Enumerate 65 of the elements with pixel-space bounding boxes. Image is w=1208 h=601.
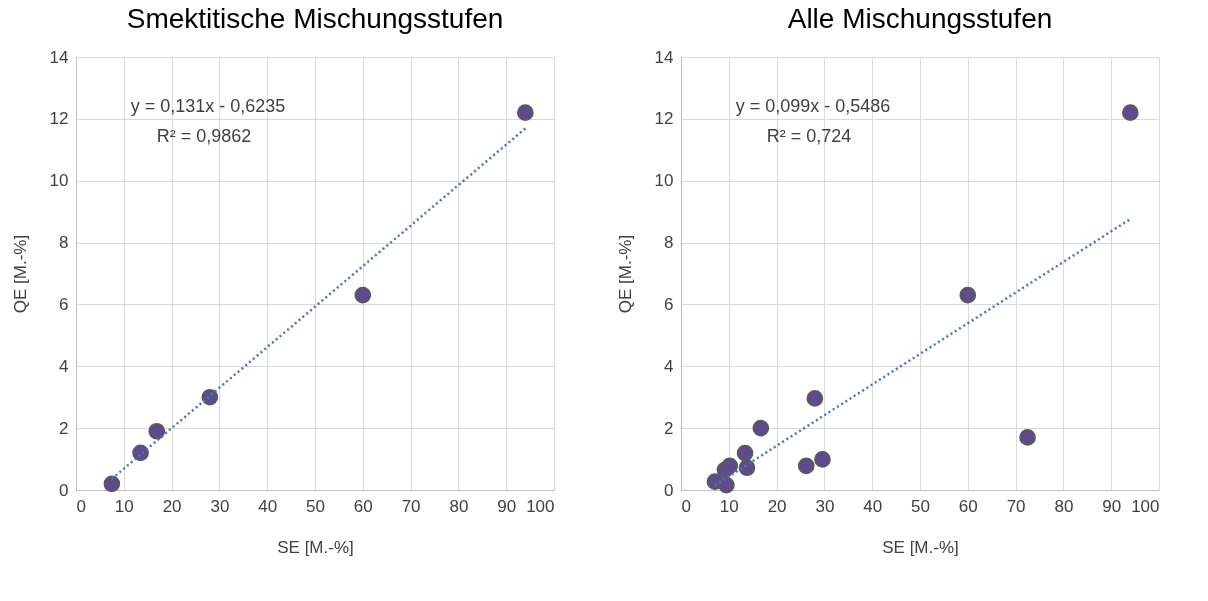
x-tick-label: 10 [719,496,739,516]
y-tick-label: 6 [59,294,69,314]
y-tick-label: 2 [59,418,69,438]
point [814,451,831,468]
x-axis-title: SE [M.-%] [277,537,354,557]
x-tick-label: 0 [681,496,691,516]
point [1121,104,1139,121]
y-tick-label: 12 [654,109,674,129]
point [736,444,754,462]
y-axis-title: QE [M.-%] [615,234,635,314]
point [721,457,739,475]
y-tick-label: 4 [59,356,69,376]
point [201,388,219,406]
x-tick-label: 40 [863,496,883,516]
x-tick-label: 40 [258,496,278,516]
x-tick-label: 70 [401,496,421,516]
x-tick-label: 60 [353,496,373,516]
x-tick-label: 50 [306,496,325,516]
point [132,444,149,462]
point [103,475,121,493]
point [738,459,756,477]
x-tick-label: 60 [958,496,978,516]
x-tick-label: 30 [815,496,835,516]
point [148,422,166,440]
x-axis-title: SE [M.-%] [882,537,959,557]
x-tick-label: 10 [114,496,134,516]
x-tick-label: 0 [76,496,86,516]
y-axis-title: QE [M.-%] [10,234,30,314]
annotation: R² = 0,724 [766,126,852,146]
point [959,286,977,304]
x-tick-label: 80 [449,496,469,516]
y-tick-label: 6 [664,294,674,314]
y-tick-label: 14 [49,47,69,67]
point [806,390,824,407]
x-tick-label: 70 [1006,496,1026,516]
x-tick-label: 20 [162,496,182,516]
y-tick-label: 8 [664,233,674,253]
x-tick-label: 90 [1102,496,1122,516]
y-tick-label: 0 [664,480,674,500]
y-tick-label: 4 [664,356,674,376]
x-tick-label: 90 [497,496,517,516]
point [354,286,372,304]
y-tick-label: 2 [664,418,674,438]
x-tick-label: 100 [1131,496,1160,516]
y-tick-label: 12 [49,109,69,129]
point [718,476,735,494]
annotation: R² = 0,9862 [156,126,252,146]
x-tick-label: 80 [1054,496,1074,516]
point [1019,429,1036,446]
point [516,104,534,121]
x-tick-label: 50 [911,496,930,516]
annotation: y = 0,131x - 0,6235 [130,96,286,116]
y-tick-label: 14 [654,47,674,67]
chart-title: Alle Mischungsstufen [787,3,1053,34]
point [752,419,770,437]
annotation: y = 0,099x - 0,5486 [735,96,891,116]
y-tick-label: 8 [59,233,69,253]
y-tick-label: 0 [59,480,69,500]
point [797,457,815,475]
y-tick-label: 10 [49,171,69,191]
x-tick-label: 100 [526,496,555,516]
chart-title: Smektitische Mischungsstufen [126,3,504,34]
y-tick-label: 10 [654,171,674,191]
x-tick-label: 30 [210,496,230,516]
x-tick-label: 20 [767,496,787,516]
